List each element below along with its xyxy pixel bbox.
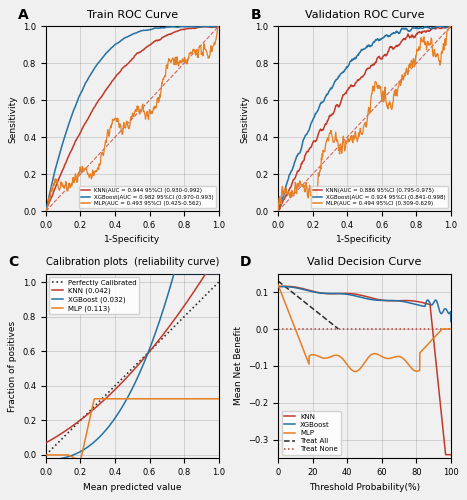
XGBoost (0.032) xyxy=(89,441,95,447)
Title: Valid Decision Curve: Valid Decision Curve xyxy=(307,257,422,267)
Title: Calibration plots  (reliability curve): Calibration plots (reliability curve) xyxy=(46,257,219,267)
Line: KNN (0.042): KNN (0.042) xyxy=(46,274,219,443)
XGBoost (0.032) xyxy=(43,457,49,463)
KNN xyxy=(275,284,281,290)
MLP xyxy=(353,368,358,374)
Treat None xyxy=(394,326,399,332)
KNN (0.042) xyxy=(43,440,49,446)
Treat None xyxy=(351,326,357,332)
XGBoost xyxy=(293,285,298,291)
Treat None xyxy=(413,326,418,332)
XGBoost xyxy=(413,302,418,308)
Line: KNN: KNN xyxy=(278,286,451,454)
XGBoost xyxy=(275,284,281,290)
MLP xyxy=(275,282,281,288)
X-axis label: 1-Specificity: 1-Specificity xyxy=(336,236,393,244)
MLP xyxy=(345,362,351,368)
MLP (0.113) xyxy=(54,452,59,458)
Treat None xyxy=(293,326,298,332)
KNN xyxy=(352,291,357,297)
MLP (0.113) xyxy=(90,402,96,408)
KNN xyxy=(410,298,416,304)
XGBoost (0.032) xyxy=(216,270,221,276)
Legend: KNN, XGBoost, MLP, Treat All, Treat None: KNN, XGBoost, MLP, Treat All, Treat None xyxy=(282,411,341,455)
Text: A: A xyxy=(18,8,29,22)
Treat All xyxy=(293,292,298,298)
KNN (0.042) xyxy=(216,270,221,276)
Y-axis label: Mean Net Benefit: Mean Net Benefit xyxy=(234,326,242,406)
MLP (0.113) xyxy=(203,396,208,402)
KNN xyxy=(394,298,400,304)
MLP xyxy=(413,368,419,374)
MLP (0.113) xyxy=(43,452,49,458)
KNN (0.042) xyxy=(50,436,56,442)
MLP xyxy=(351,368,357,374)
XGBoost xyxy=(410,300,416,306)
KNN (0.042) xyxy=(201,274,207,280)
MLP xyxy=(293,327,298,333)
Legend: KNN(AUC = 0.886 95%CI (0.795-0.975), XGBoost(AUC = 0.924 95%CI (0.841-0.998), ML: KNN(AUC = 0.886 95%CI (0.795-0.975), XGB… xyxy=(311,186,448,208)
KNN xyxy=(293,284,299,290)
KNN (0.042) xyxy=(75,419,81,425)
MLP (0.113) xyxy=(209,396,214,402)
Treat All xyxy=(275,278,281,284)
KNN (0.042) xyxy=(54,434,59,440)
XGBoost (0.032) xyxy=(202,270,207,276)
Treat None xyxy=(448,326,453,332)
MLP (0.113) xyxy=(92,396,97,402)
MLP xyxy=(394,354,400,360)
Line: Treat All: Treat All xyxy=(278,281,339,329)
Legend: KNN(AUC = 0.944 95%CI (0.930-0.992), XGBoost(AUC = 0.982 95%CI (0.970-0.993), ML: KNN(AUC = 0.944 95%CI (0.930-0.992), XGB… xyxy=(79,186,216,208)
Legend: Perfectly Calibrated, KNN (0.042), XGBoost (0.032), MLP (0.113): Perfectly Calibrated, KNN (0.042), XGBoo… xyxy=(50,277,140,314)
Treat None xyxy=(345,326,351,332)
XGBoost (0.032) xyxy=(54,456,59,462)
KNN (0.042) xyxy=(89,408,95,414)
XGBoost (0.032) xyxy=(50,456,56,462)
MLP (0.113) xyxy=(77,458,83,464)
KNN xyxy=(345,290,351,296)
Treat None xyxy=(410,326,416,332)
MLP xyxy=(448,326,453,332)
KNN xyxy=(282,284,288,290)
XGBoost (0.032) xyxy=(208,270,213,276)
MLP (0.113) xyxy=(75,457,81,463)
Y-axis label: Fraction of positives: Fraction of positives xyxy=(8,320,17,412)
MLP xyxy=(410,366,416,372)
Y-axis label: Sensitivity: Sensitivity xyxy=(241,95,249,142)
MLP (0.113) xyxy=(216,396,221,402)
XGBoost (0.032) xyxy=(75,450,81,456)
Line: XGBoost (0.032): XGBoost (0.032) xyxy=(46,274,219,460)
Title: Train ROC Curve: Train ROC Curve xyxy=(87,10,178,20)
X-axis label: 1-Specificity: 1-Specificity xyxy=(104,236,160,244)
Line: MLP: MLP xyxy=(278,284,451,372)
Text: C: C xyxy=(8,255,18,269)
Line: XGBoost: XGBoost xyxy=(278,286,451,322)
KNN xyxy=(413,298,419,304)
XGBoost xyxy=(394,298,399,304)
Text: B: B xyxy=(250,8,261,22)
Y-axis label: Sensitivity: Sensitivity xyxy=(8,95,17,142)
MLP (0.113) xyxy=(50,452,56,458)
KNN (0.042) xyxy=(204,270,209,276)
XGBoost xyxy=(351,292,357,298)
XGBoost (0.032) xyxy=(171,270,177,276)
XGBoost xyxy=(448,318,453,324)
Title: Validation ROC Curve: Validation ROC Curve xyxy=(304,10,424,20)
KNN xyxy=(443,452,449,458)
Treat None xyxy=(275,326,281,332)
KNN (0.042) xyxy=(208,270,213,276)
X-axis label: Mean predicted value: Mean predicted value xyxy=(83,482,182,492)
XGBoost xyxy=(345,292,351,298)
Text: D: D xyxy=(240,255,252,269)
X-axis label: Threshold Probability(%): Threshold Probability(%) xyxy=(309,482,420,492)
Line: MLP (0.113): MLP (0.113) xyxy=(46,399,219,460)
KNN xyxy=(448,452,453,458)
